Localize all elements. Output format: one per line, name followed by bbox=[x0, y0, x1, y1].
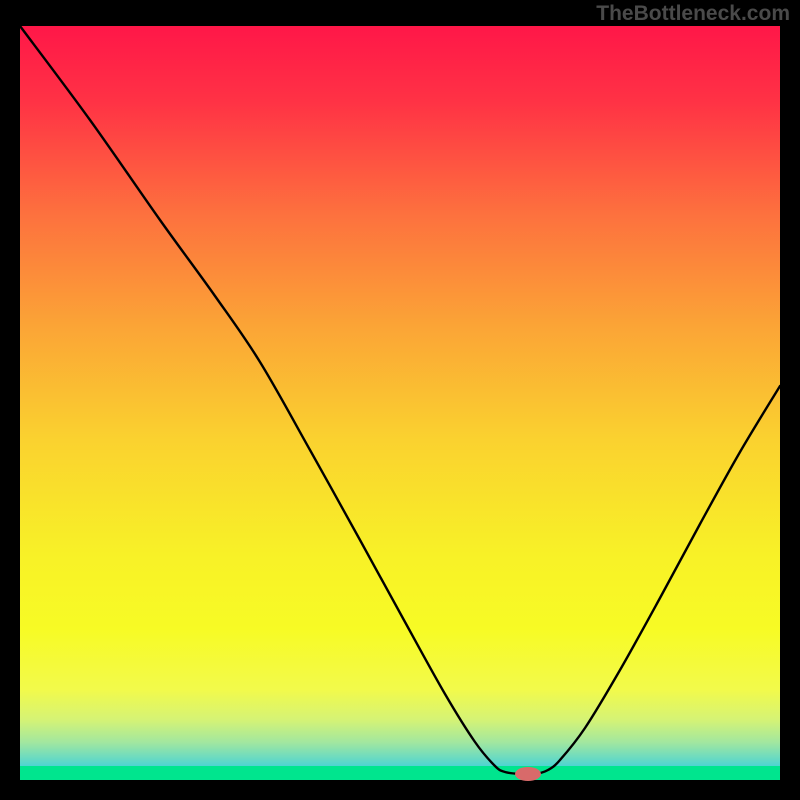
watermark-text: TheBottleneck.com bbox=[596, 2, 790, 26]
bottleneck-chart bbox=[0, 0, 800, 800]
chart-container: TheBottleneck.com bbox=[0, 0, 800, 800]
